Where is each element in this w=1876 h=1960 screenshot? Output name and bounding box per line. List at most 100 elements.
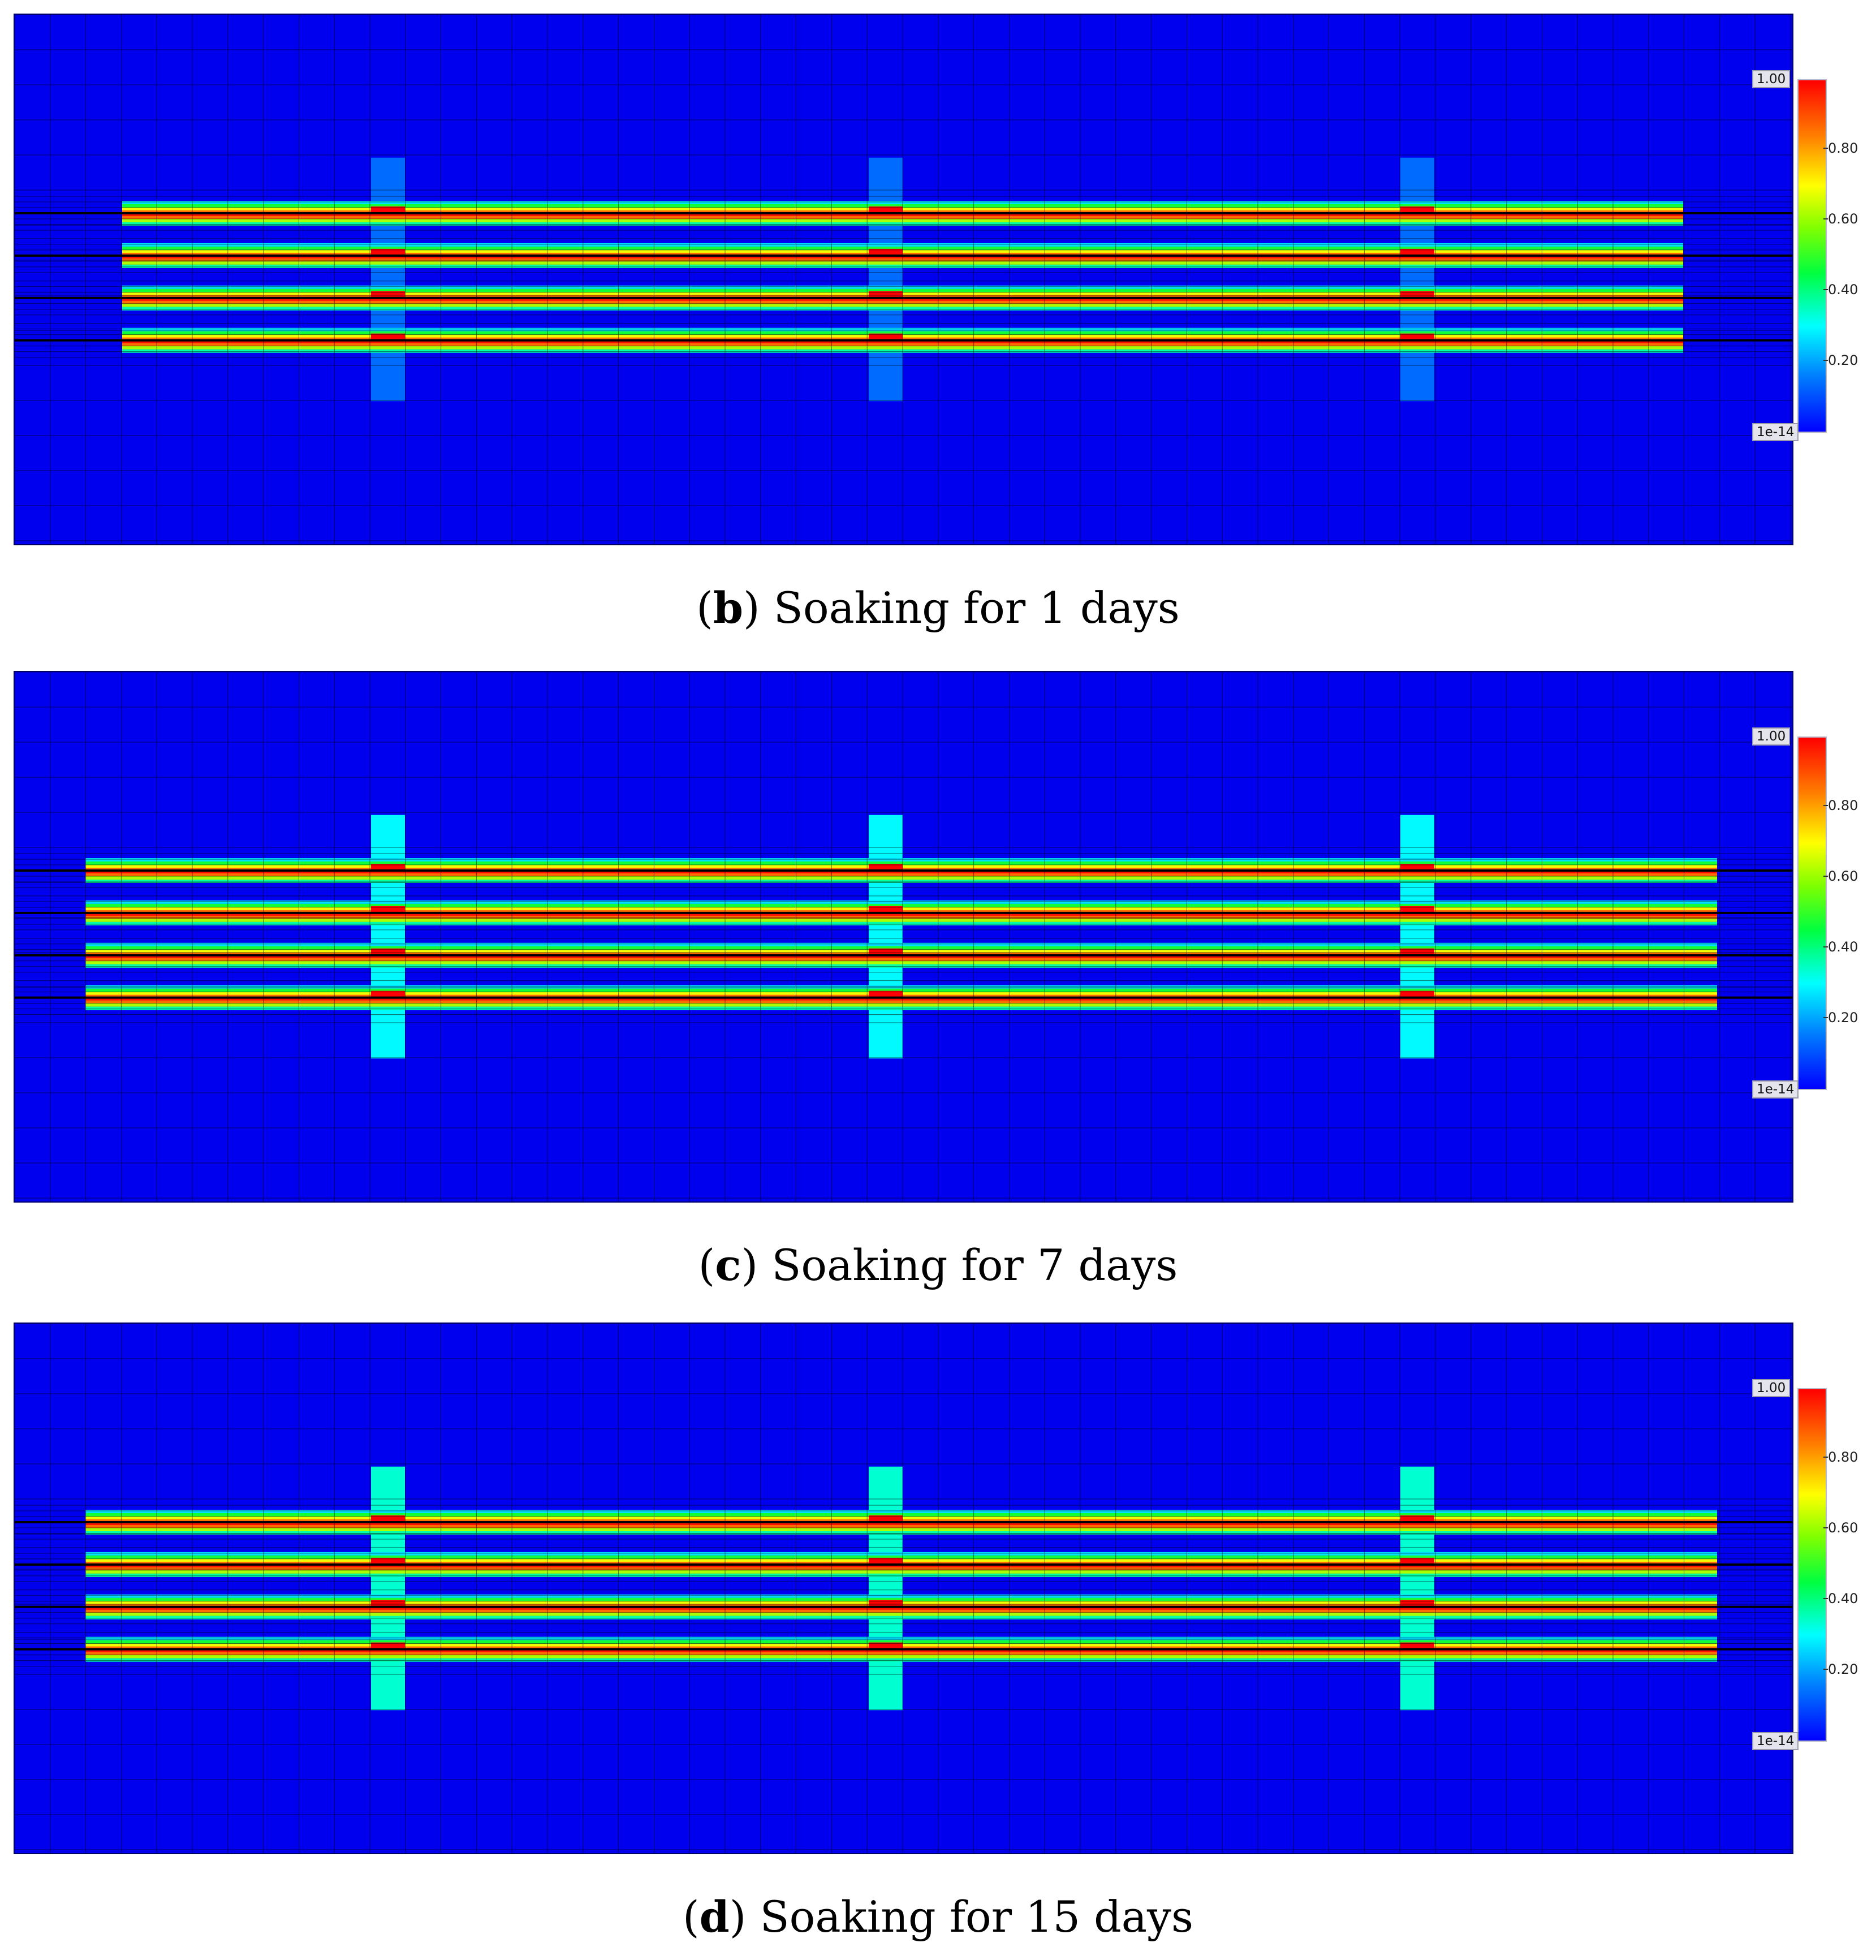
field-background: [15, 15, 1792, 544]
saturation-band: [85, 1655, 1717, 1659]
colorbar-tick: 0.20: [1823, 352, 1858, 368]
colorbar-tick: 0.20: [1823, 1010, 1858, 1026]
colorbar-min-label: 1e-14: [1752, 1080, 1799, 1099]
saturation-band: [85, 1573, 1717, 1577]
saturation-band: [85, 1513, 1717, 1517]
panel-d: 1.00 0.80 0.60 0.40 0.20 1e-14 (d) Soaki…: [0, 1309, 1876, 1959]
colorbar-max-label: 1.00: [1752, 70, 1791, 88]
halo-column: [371, 1466, 405, 1711]
panel-letter: b: [713, 583, 743, 633]
halo-column: [1400, 1466, 1434, 1711]
colorbar-tick: 0.40: [1823, 939, 1858, 955]
colorbar-min-label: 1e-14: [1752, 1732, 1799, 1750]
saturation-band: [85, 1564, 1717, 1568]
panel-letter: d: [699, 1892, 730, 1942]
colorbar-tick: 0.60: [1823, 1520, 1858, 1536]
colorbar-max-label: 1.00: [1752, 1379, 1791, 1397]
saturation-band: [85, 876, 1717, 880]
saturation-field: [14, 671, 1793, 1203]
colorbar-tick: 0.80: [1823, 140, 1858, 156]
saturation-field: [14, 14, 1793, 545]
saturation-band: [85, 873, 1717, 877]
saturation-map: [15, 15, 1792, 544]
saturation-band: [85, 1594, 1717, 1598]
saturation-band: [85, 964, 1717, 968]
mesh-grid: [15, 672, 1792, 1201]
saturation-band: [85, 997, 1717, 1001]
colorbar-tick: 0.80: [1823, 1449, 1858, 1465]
saturation-band: [85, 988, 1717, 992]
saturation-field: [14, 1323, 1793, 1854]
halo-column: [1400, 815, 1434, 1059]
colorbar: [1797, 79, 1827, 433]
halo-column: [869, 157, 903, 402]
saturation-band: [85, 1522, 1717, 1526]
colorbar-tick: 0.40: [1823, 282, 1858, 298]
halo-column: [869, 815, 903, 1059]
saturation-band: [85, 958, 1717, 962]
caption-text: Soaking for 7 days: [771, 1240, 1178, 1290]
saturation-band: [85, 1528, 1717, 1531]
saturation-band: [85, 946, 1717, 950]
mesh-grid: [15, 1324, 1792, 1853]
field-background: [15, 672, 1792, 1201]
colorbar-tick: 0.60: [1823, 868, 1858, 884]
halo-column: [1400, 157, 1434, 402]
saturation-band: [85, 1510, 1717, 1513]
colorbar-tick: 0.80: [1823, 798, 1858, 813]
saturation-band: [85, 921, 1717, 925]
saturation-band: [85, 1570, 1717, 1574]
panel-caption: (c) Soaking for 7 days: [698, 1240, 1178, 1290]
caption-text: Soaking for 1 days: [773, 583, 1180, 633]
saturation-band: [85, 1006, 1717, 1010]
caption-text: Soaking for 15 days: [760, 1892, 1193, 1942]
saturation-band: [85, 1606, 1717, 1610]
saturation-band: [85, 955, 1717, 959]
saturation-band: [85, 1003, 1717, 1007]
saturation-band: [85, 1552, 1717, 1556]
saturation-band: [85, 960, 1717, 964]
panel-letter: c: [715, 1240, 741, 1290]
saturation-band: [85, 912, 1717, 916]
saturation-band: [85, 1609, 1717, 1613]
saturation-band: [85, 1658, 1717, 1662]
saturation-band: [85, 858, 1717, 861]
colorbar: [1797, 1388, 1827, 1742]
panel-caption: (b) Soaking for 1 days: [696, 583, 1180, 633]
saturation-band: [85, 1616, 1717, 1619]
colorbar-tick: 0.20: [1823, 1661, 1858, 1677]
saturation-band: [85, 871, 1717, 874]
panel-b: 1.00 0.80 0.60 0.40 0.20 1e-14 (b) Soaki…: [0, 0, 1876, 656]
colorbar-tick: 0.60: [1823, 211, 1858, 227]
halo-column: [869, 1466, 903, 1711]
saturation-band: [85, 942, 1717, 946]
saturation-band: [85, 900, 1717, 904]
saturation-band: [85, 985, 1717, 989]
saturation-band: [85, 1652, 1717, 1656]
colorbar-max-label: 1.00: [1752, 727, 1791, 746]
saturation-map: [15, 672, 1792, 1201]
colorbar-tick: 0.40: [1823, 1591, 1858, 1606]
saturation-band: [85, 1000, 1717, 1004]
saturation-band: [85, 861, 1717, 865]
colorbar-min-label: 1e-14: [1752, 423, 1799, 441]
saturation-band: [85, 1555, 1717, 1559]
field-background: [15, 1324, 1792, 1853]
saturation-map: [15, 1324, 1792, 1853]
mesh-grid: [15, 15, 1792, 544]
saturation-band: [85, 1640, 1717, 1644]
panel-caption: (d) Soaking for 15 days: [683, 1892, 1193, 1942]
halo-column: [371, 157, 405, 402]
saturation-band: [85, 1649, 1717, 1653]
colorbar: [1797, 736, 1827, 1090]
saturation-band: [85, 1636, 1717, 1640]
saturation-band: [85, 1597, 1717, 1601]
saturation-band: [85, 880, 1717, 883]
saturation-band: [85, 903, 1717, 907]
saturation-band: [85, 1612, 1717, 1616]
saturation-band: [85, 918, 1717, 922]
panel-c: 1.00 0.80 0.60 0.40 0.20 1e-14 (c) Soaki…: [0, 657, 1876, 1313]
saturation-band: [85, 1525, 1717, 1528]
halo-column: [371, 815, 405, 1059]
saturation-band: [85, 1531, 1717, 1535]
